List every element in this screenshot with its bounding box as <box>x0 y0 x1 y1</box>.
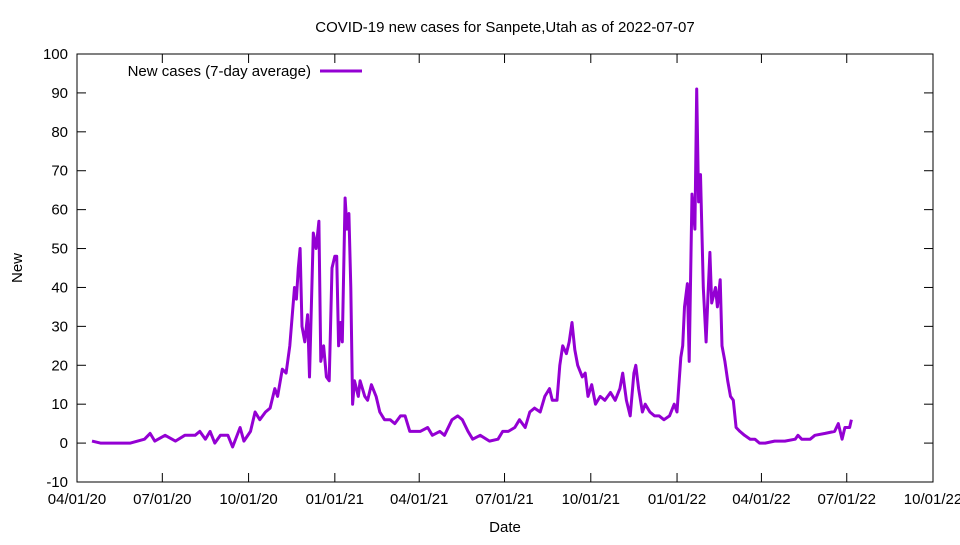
y-axis-label: New <box>9 253 26 283</box>
legend: New cases (7-day average) <box>128 63 362 80</box>
y-tick-label: 20 <box>51 357 68 374</box>
plot-frame <box>76 53 934 483</box>
x-tick-label: 04/01/20 <box>48 491 106 508</box>
legend-label: New cases (7-day average) <box>128 63 311 80</box>
y-tick-label: 100 <box>43 46 68 63</box>
y-tick-label: 70 <box>51 163 68 180</box>
chart-title: COVID-19 new cases for Sanpete,Utah as o… <box>315 19 694 36</box>
y-tick-label: 50 <box>51 241 68 258</box>
x-tick-label: 07/01/21 <box>475 491 533 508</box>
y-tick-label: 90 <box>51 85 68 102</box>
y-tick-label: 60 <box>51 202 68 219</box>
y-tick-label: 80 <box>51 124 68 141</box>
x-tick-label: 10/01/21 <box>562 491 620 508</box>
series-line-new-cases <box>91 87 853 449</box>
x-tick-label: 04/01/21 <box>390 491 448 508</box>
x-tick-label: 01/01/22 <box>648 491 706 508</box>
x-tick-label: 07/01/20 <box>133 491 191 508</box>
y-tick-label: 30 <box>51 318 68 335</box>
x-axis-label: Date <box>489 519 521 536</box>
y-tick-label: 10 <box>51 396 68 413</box>
x-tick-label: 10/01/22 <box>904 491 960 508</box>
y-tick-label: -10 <box>46 474 68 491</box>
y-tick-label: 0 <box>60 435 68 452</box>
x-axis: 04/01/20 07/01/20 10/01/20 01/01/21 04/01/21… <box>48 54 960 508</box>
x-tick-label: 07/01/22 <box>818 491 876 508</box>
x-tick-label: 04/01/22 <box>732 491 790 508</box>
y-tick-label: 40 <box>51 279 68 296</box>
y-axis: -10 0 10 20 30 40 50 60 70 80 90 100 <box>43 46 933 491</box>
x-tick-label: 01/01/21 <box>306 491 364 508</box>
x-tick-label: 10/01/20 <box>219 491 277 508</box>
